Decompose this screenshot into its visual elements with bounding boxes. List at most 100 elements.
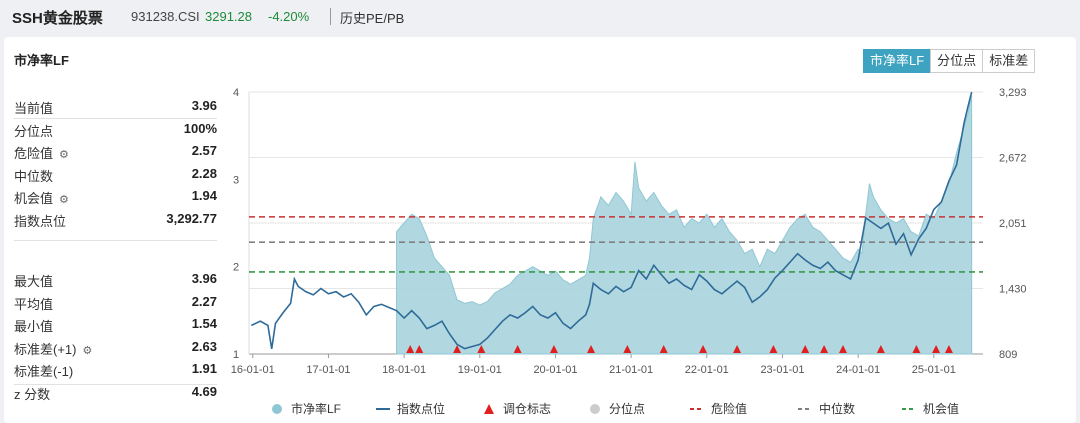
rebalance-marker bbox=[839, 345, 848, 353]
x-tick-label: 24-01-01 bbox=[836, 364, 880, 376]
legend-item-median[interactable]: 中位数 bbox=[798, 401, 855, 416]
legend-label: 调仓标志 bbox=[503, 402, 551, 416]
history-pe-pb-tab[interactable]: 历史PE/PB bbox=[340, 11, 405, 26]
stat-label: 指数点位 bbox=[14, 211, 66, 230]
rebalance-marker bbox=[820, 345, 829, 353]
stat-row: 最小值 1.54 bbox=[14, 316, 217, 336]
stat-label-text: 标准差(-1) bbox=[14, 364, 74, 380]
x-tick-label: 19-01-01 bbox=[458, 364, 502, 376]
stat-label-text: 标准差(+1) bbox=[14, 341, 77, 357]
stat-value: 3.96 bbox=[191, 98, 217, 113]
rebalance-marker bbox=[587, 345, 596, 353]
legend-label: 中位数 bbox=[819, 401, 855, 416]
stat-row: 最大值 3.96 bbox=[14, 271, 217, 291]
rebalance-marker bbox=[699, 345, 708, 353]
stat-label: 机会值 ⚙ bbox=[14, 188, 69, 207]
panel-title: 市净率LF bbox=[14, 53, 69, 68]
y-right-tick-label: 809 bbox=[999, 349, 1017, 361]
chart-panel: 市净率LF 市净率LF 分位点 标准差 当前值 3.96 分位点 100% 危险值 ⚙ 2.… bbox=[4, 37, 1076, 423]
stat-row: 当前值 3.96 bbox=[14, 98, 217, 118]
legend-swatch bbox=[484, 404, 494, 414]
gear-icon[interactable]: ⚙ bbox=[59, 149, 69, 162]
stat-label: 标准差(+1) ⚙ bbox=[14, 339, 92, 358]
stat-row: 中位数 2.28 bbox=[14, 166, 217, 186]
legend-item-marker[interactable]: 调仓标志 bbox=[484, 402, 551, 416]
legend-item-danger[interactable]: 危险值 bbox=[690, 401, 747, 416]
metric-toggle: 市净率LF 分位点 标准差 bbox=[863, 49, 1036, 73]
legend-label: 分位点 bbox=[609, 401, 645, 416]
stat-row: 平均值 2.27 bbox=[14, 294, 217, 314]
legend-swatch bbox=[272, 404, 282, 414]
rebalance-marker bbox=[453, 345, 462, 353]
rebalance-marker bbox=[659, 345, 668, 353]
rebalance-marker bbox=[477, 345, 486, 353]
legend-item-pb[interactable]: 市净率LF bbox=[272, 401, 341, 416]
rebalance-marker bbox=[944, 345, 953, 353]
stat-label: 最大值 bbox=[14, 271, 53, 290]
gear-icon[interactable]: ⚙ bbox=[82, 344, 93, 357]
index-price: 3291.28 bbox=[205, 9, 252, 24]
legend-item-index[interactable]: 指数点位 bbox=[376, 401, 445, 416]
gear-icon[interactable]: ⚙ bbox=[59, 194, 69, 207]
stat-label-text: 平均值 bbox=[14, 296, 54, 312]
stat-label: 标准差(-1) bbox=[14, 361, 73, 380]
y-right-tick-label: 1,430 bbox=[999, 284, 1027, 296]
rebalance-marker bbox=[801, 345, 810, 353]
rebalance-marker bbox=[932, 345, 941, 353]
legend-label: 市净率LF bbox=[291, 401, 341, 416]
stat-label-text: 机会值 bbox=[14, 191, 54, 207]
stat-label-text: 最大值 bbox=[14, 274, 54, 289]
stat-label-text: 最小值 bbox=[14, 319, 54, 335]
index-change: -4.20% bbox=[268, 9, 310, 24]
rebalance-marker bbox=[623, 345, 632, 353]
index-header: SSH黄金股票 931238.CSI 3291.28 -4.20% 历史PE/P… bbox=[0, 0, 1080, 34]
pb-area bbox=[396, 95, 973, 355]
legend-swatch bbox=[590, 404, 600, 414]
rebalance-marker bbox=[406, 345, 415, 353]
stat-label: 最小值 bbox=[14, 316, 53, 335]
stat-label-text: 分位点 bbox=[14, 123, 54, 139]
y-right-tick-label: 2,672 bbox=[999, 153, 1027, 165]
stats-divider bbox=[14, 118, 217, 119]
stat-label: 分位点 bbox=[14, 121, 53, 140]
pb-chart: 1 2 3 4 809 1,430 2,051 2,672 3,293 16-01-01 17-01… bbox=[231, 87, 1027, 416]
rebalance-marker bbox=[549, 345, 558, 353]
y-left-tick-label: 3 bbox=[233, 174, 239, 186]
x-tick-label: 23-01-01 bbox=[760, 364, 804, 376]
stats-divider bbox=[14, 384, 217, 385]
stat-value: 3,292.77 bbox=[166, 211, 217, 226]
stat-row: 指数点位 3,292.77 bbox=[14, 211, 217, 231]
stat-label-text: 当前值 bbox=[14, 101, 54, 116]
stat-row: 标准差(-1) 1.91 bbox=[14, 361, 217, 381]
y-left-tick-label: 1 bbox=[233, 349, 239, 361]
stat-label: 中位数 bbox=[14, 166, 53, 185]
y-right-tick-label: 3,293 bbox=[999, 87, 1027, 99]
stat-row: z 分数 4.69 bbox=[14, 384, 217, 404]
legend-item-pct[interactable]: 分位点 bbox=[590, 401, 645, 416]
stat-label: z 分数 bbox=[14, 384, 50, 403]
x-tick-label: 22-01-01 bbox=[685, 364, 729, 376]
stat-value: 2.28 bbox=[191, 165, 217, 181]
rebalance-marker bbox=[912, 345, 921, 353]
stat-value: 1.94 bbox=[191, 188, 217, 204]
stat-label: 危险值 ⚙ bbox=[14, 143, 69, 162]
rebalance-marker bbox=[876, 345, 885, 353]
stat-label-text: 危险值 bbox=[14, 146, 54, 162]
y-left-tick-label: 4 bbox=[233, 87, 239, 99]
index-line bbox=[250, 91, 973, 350]
stat-value: 1.54 bbox=[191, 316, 217, 332]
stat-row: 分位点 100% bbox=[14, 121, 217, 141]
y-right-tick-label: 2,051 bbox=[999, 218, 1027, 230]
x-tick-label: 20-01-01 bbox=[533, 364, 577, 376]
x-tick-label: 16-01-01 bbox=[231, 364, 275, 376]
legend-item-opportunity[interactable]: 机会值 bbox=[902, 401, 959, 416]
stat-label-text: 指数点位 bbox=[14, 214, 67, 229]
stat-label-text: z 分数 bbox=[14, 387, 51, 402]
index-code: 931238.CSI bbox=[131, 9, 200, 24]
rebalance-marker bbox=[769, 345, 778, 353]
legend-label: 机会值 bbox=[923, 401, 959, 416]
legend-label: 危险值 bbox=[711, 401, 747, 416]
metric-button-stddev[interactable]: 标准差 bbox=[982, 49, 1036, 73]
x-tick-label: 18-01-01 bbox=[382, 364, 426, 376]
stat-label: 当前值 bbox=[14, 98, 53, 117]
